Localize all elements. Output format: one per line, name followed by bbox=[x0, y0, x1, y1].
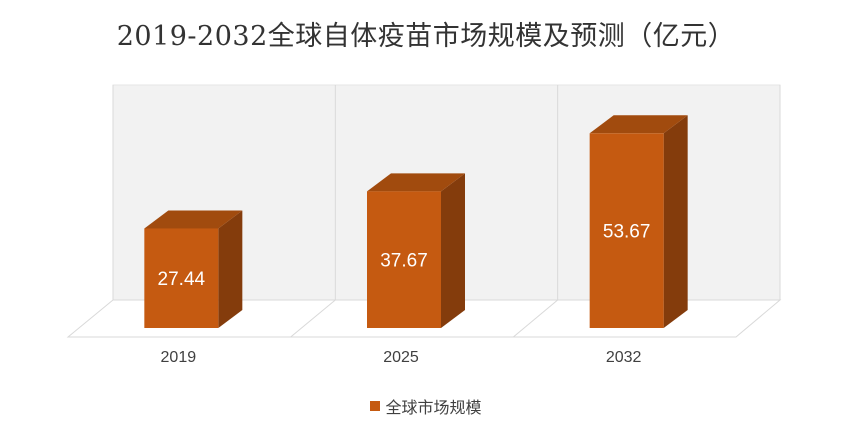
bar-top-face bbox=[589, 115, 688, 134]
legend-swatch bbox=[370, 401, 381, 411]
x-tick-label: 2032 bbox=[606, 349, 642, 366]
floor-divider bbox=[290, 299, 336, 338]
bar-side-face bbox=[663, 115, 688, 328]
bar-top-face bbox=[367, 173, 465, 192]
data-labels-group: 27.44 37.67 53.67 bbox=[158, 222, 651, 291]
bar-side-face bbox=[441, 173, 465, 328]
data-label: 37.67 bbox=[380, 251, 428, 272]
bar bbox=[144, 228, 219, 328]
x-tick-labels-group: 2019 2025 2032 bbox=[161, 349, 642, 366]
legend: 全球市场规模 bbox=[0, 394, 852, 418]
data-label: 53.67 bbox=[603, 222, 651, 243]
bar-side-face bbox=[218, 210, 243, 328]
legend-label: 全球市场规模 bbox=[385, 400, 482, 417]
bar bbox=[589, 133, 664, 328]
x-tick-label: 2025 bbox=[383, 349, 419, 366]
bar-top-face bbox=[144, 210, 243, 229]
chart-title: 2019-2032全球自体疫苗市场规模及预测（亿元） bbox=[116, 21, 736, 52]
data-label: 27.44 bbox=[158, 269, 206, 290]
x-tick-label: 2019 bbox=[161, 349, 197, 366]
bar bbox=[367, 191, 441, 328]
floor-divider bbox=[513, 299, 558, 338]
bars-group bbox=[144, 115, 688, 328]
